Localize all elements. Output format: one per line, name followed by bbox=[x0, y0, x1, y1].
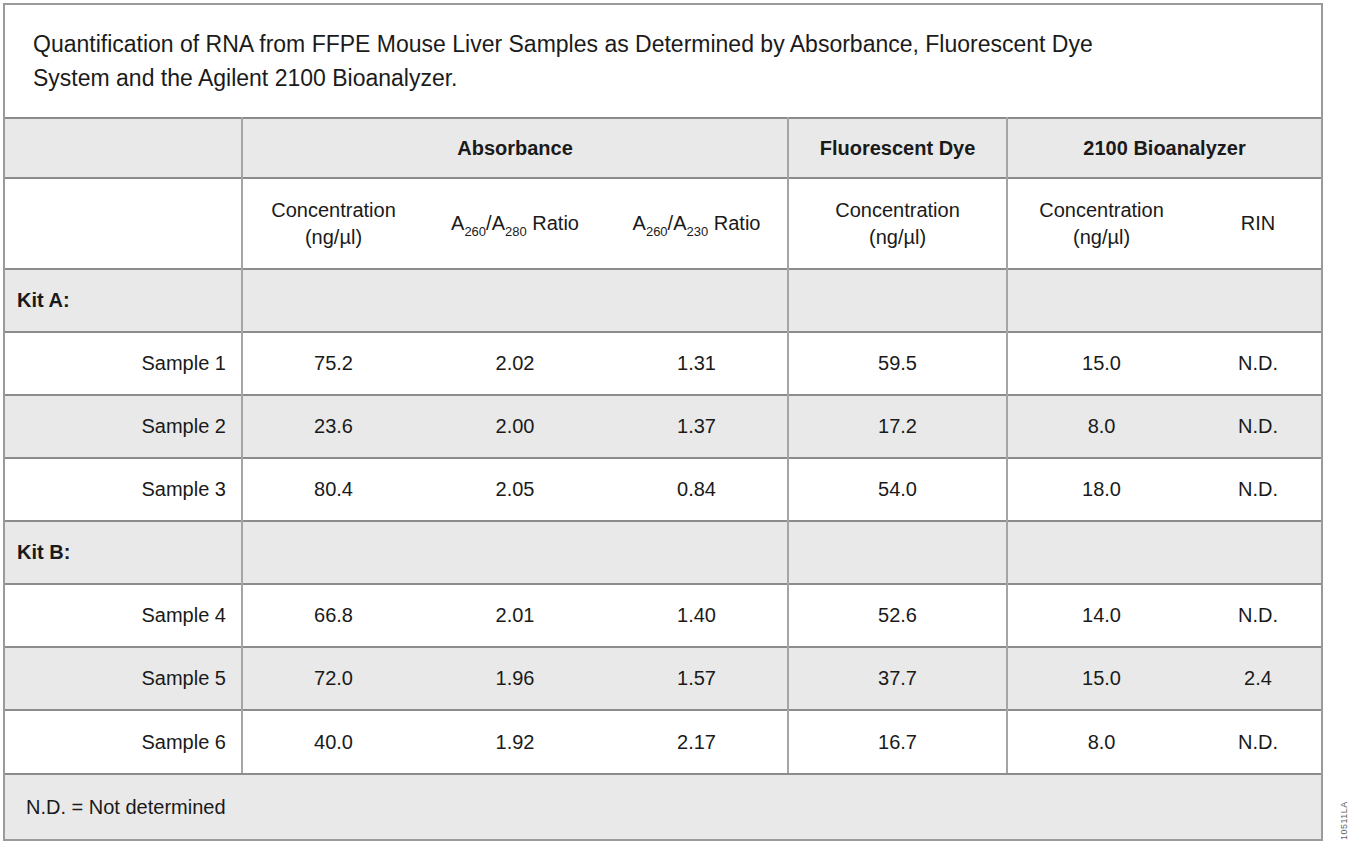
cell-abs-concentration: 66.8 bbox=[242, 584, 424, 647]
sample-label: Sample 1 bbox=[5, 332, 242, 395]
group-header-fluorescent-dye: Fluorescent Dye bbox=[788, 118, 1007, 178]
section-empty-cell bbox=[242, 269, 788, 332]
sample-label: Sample 6 bbox=[5, 710, 242, 773]
sample-row: Sample 2 23.6 2.00 1.37 17.2 8.0 N.D. bbox=[5, 395, 1321, 458]
ratio-subscript: 280 bbox=[505, 224, 527, 239]
group-header-bioanalyzer: 2100 Bioanalyzer bbox=[1007, 118, 1321, 178]
cell-dye-concentration: 16.7 bbox=[788, 710, 1007, 773]
cell-a260-a230: 2.17 bbox=[606, 710, 788, 773]
column-header-rin: RIN bbox=[1195, 178, 1321, 269]
cell-bioanalyzer-concentration: 8.0 bbox=[1007, 395, 1195, 458]
ratio-suffix: Ratio bbox=[708, 212, 760, 234]
cell-a260-a280: 2.05 bbox=[424, 458, 606, 521]
cell-bioanalyzer-concentration: 15.0 bbox=[1007, 647, 1195, 710]
ratio-subscript: 260 bbox=[646, 224, 668, 239]
cell-rin: N.D. bbox=[1195, 332, 1321, 395]
sample-label: Sample 4 bbox=[5, 584, 242, 647]
column-header-line2: (ng/µl) bbox=[789, 224, 1006, 251]
cell-rin: N.D. bbox=[1195, 458, 1321, 521]
ratio-base: A bbox=[633, 212, 646, 234]
section-row-kit-a: Kit A: bbox=[5, 269, 1321, 332]
cell-abs-concentration: 80.4 bbox=[242, 458, 424, 521]
section-empty-cell bbox=[788, 521, 1007, 584]
sample-row: Sample 6 40.0 1.92 2.17 16.7 8.0 N.D. bbox=[5, 710, 1321, 773]
cell-a260-a230: 0.84 bbox=[606, 458, 788, 521]
sample-row: Sample 4 66.8 2.01 1.40 52.6 14.0 N.D. bbox=[5, 584, 1321, 647]
section-label: Kit A: bbox=[5, 269, 242, 332]
section-row-kit-b: Kit B: bbox=[5, 521, 1321, 584]
cell-abs-concentration: 75.2 bbox=[242, 332, 424, 395]
cell-dye-concentration: 54.0 bbox=[788, 458, 1007, 521]
cell-a260-a230: 1.37 bbox=[606, 395, 788, 458]
column-header-abs-concentration: Concentration (ng/µl) bbox=[242, 178, 424, 269]
column-header-line2: (ng/µl) bbox=[1008, 224, 1195, 251]
cell-rin: N.D. bbox=[1195, 584, 1321, 647]
section-empty-cell bbox=[1007, 269, 1321, 332]
sample-label: Sample 3 bbox=[5, 458, 242, 521]
cell-a260-a230: 1.40 bbox=[606, 584, 788, 647]
cell-a260-a230: 1.31 bbox=[606, 332, 788, 395]
cell-rin: N.D. bbox=[1195, 710, 1321, 773]
section-label: Kit B: bbox=[5, 521, 242, 584]
section-empty-cell bbox=[1007, 521, 1321, 584]
section-empty-cell bbox=[242, 521, 788, 584]
cell-bioanalyzer-concentration: 18.0 bbox=[1007, 458, 1195, 521]
figure-number-label: 10511LA bbox=[1339, 826, 1349, 840]
cell-bioanalyzer-concentration: 15.0 bbox=[1007, 332, 1195, 395]
column-header-a260-a230-ratio: A260/A230 Ratio bbox=[606, 178, 788, 269]
column-header-line2: (ng/µl) bbox=[243, 224, 424, 251]
section-empty-cell bbox=[788, 269, 1007, 332]
figure-title: Quantification of RNA from FFPE Mouse Li… bbox=[5, 5, 1321, 117]
cell-rin: 2.4 bbox=[1195, 647, 1321, 710]
sample-row: Sample 5 72.0 1.96 1.57 37.7 15.0 2.4 bbox=[5, 647, 1321, 710]
cell-a260-a280: 1.92 bbox=[424, 710, 606, 773]
column-header-a260-a280-ratio: A260/A280 Ratio bbox=[424, 178, 606, 269]
cell-a260-a280: 2.02 bbox=[424, 332, 606, 395]
column-header-line1: Concentration bbox=[1008, 197, 1195, 224]
cell-bioanalyzer-concentration: 8.0 bbox=[1007, 710, 1195, 773]
sample-row: Sample 3 80.4 2.05 0.84 54.0 18.0 N.D. bbox=[5, 458, 1321, 521]
cell-a260-a280: 2.01 bbox=[424, 584, 606, 647]
ratio-base: /A bbox=[486, 212, 505, 234]
cell-dye-concentration: 52.6 bbox=[788, 584, 1007, 647]
sample-label: Sample 2 bbox=[5, 395, 242, 458]
cell-dye-concentration: 17.2 bbox=[788, 395, 1007, 458]
column-header-row: Concentration (ng/µl) A260/A280 Ratio A2… bbox=[5, 178, 1321, 269]
column-header-line1: Concentration bbox=[789, 197, 1006, 224]
group-header-row: Absorbance Fluorescent Dye 2100 Bioanaly… bbox=[5, 118, 1321, 178]
cell-dye-concentration: 37.7 bbox=[788, 647, 1007, 710]
column-header-dye-concentration: Concentration (ng/µl) bbox=[788, 178, 1007, 269]
group-header-spacer bbox=[5, 118, 242, 178]
sample-row: Sample 1 75.2 2.02 1.31 59.5 15.0 N.D. bbox=[5, 332, 1321, 395]
cell-a260-a280: 2.00 bbox=[424, 395, 606, 458]
cell-a260-a280: 1.96 bbox=[424, 647, 606, 710]
cell-a260-a230: 1.57 bbox=[606, 647, 788, 710]
cell-rin: N.D. bbox=[1195, 395, 1321, 458]
cell-abs-concentration: 40.0 bbox=[242, 710, 424, 773]
figure-frame: Quantification of RNA from FFPE Mouse Li… bbox=[3, 3, 1323, 841]
ratio-base: A bbox=[451, 212, 464, 234]
ratio-subscript: 260 bbox=[464, 224, 486, 239]
cell-abs-concentration: 72.0 bbox=[242, 647, 424, 710]
ratio-suffix: Ratio bbox=[527, 212, 579, 234]
figure-title-line-1: Quantification of RNA from FFPE Mouse Li… bbox=[33, 31, 1093, 57]
figure-title-line-2: System and the Agilent 2100 Bioanalyzer. bbox=[33, 65, 458, 91]
footnote: N.D. = Not determined bbox=[5, 773, 1321, 839]
sample-label: Sample 5 bbox=[5, 647, 242, 710]
group-header-absorbance: Absorbance bbox=[242, 118, 788, 178]
cell-abs-concentration: 23.6 bbox=[242, 395, 424, 458]
column-header-bioanalyzer-concentration: Concentration (ng/µl) bbox=[1007, 178, 1195, 269]
cell-dye-concentration: 59.5 bbox=[788, 332, 1007, 395]
column-header-spacer bbox=[5, 178, 242, 269]
ratio-subscript: 230 bbox=[687, 224, 709, 239]
column-header-line1: Concentration bbox=[243, 197, 424, 224]
cell-bioanalyzer-concentration: 14.0 bbox=[1007, 584, 1195, 647]
ratio-base: /A bbox=[668, 212, 687, 234]
rna-quantification-table: Absorbance Fluorescent Dye 2100 Bioanaly… bbox=[5, 117, 1321, 773]
